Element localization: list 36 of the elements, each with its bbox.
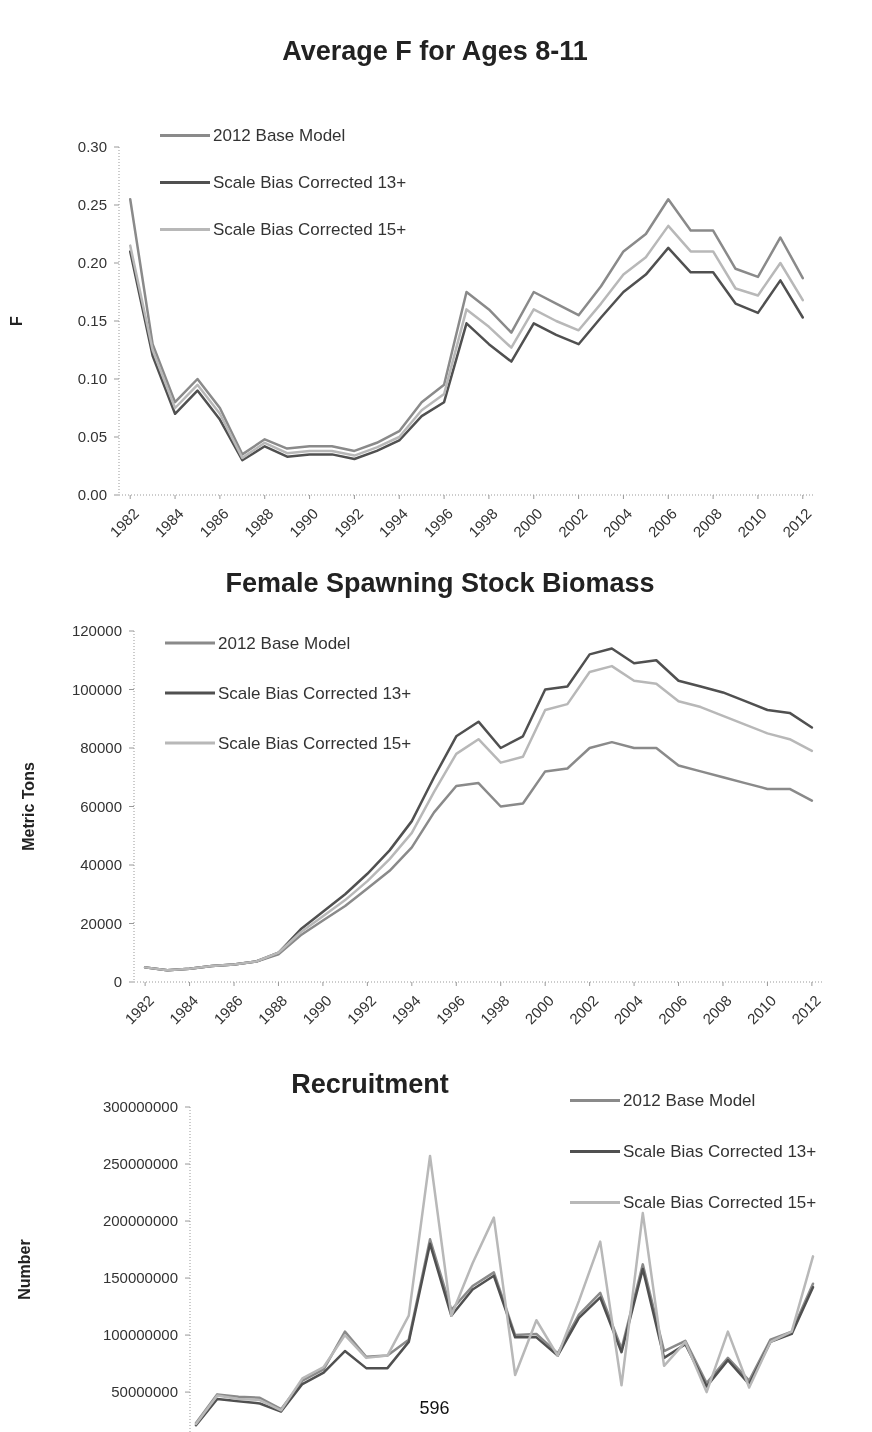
legend-label: Scale Bias Corrected 15+ — [623, 1193, 817, 1213]
y-tick-label: 0.30 — [77, 138, 107, 156]
legend-label: 2012 Base Model — [213, 126, 346, 146]
legend-label: 2012 Base Model — [623, 1091, 756, 1111]
chart-title: Recruitment — [291, 1069, 449, 1099]
chart-title: Female Spawning Stock Biomass — [225, 568, 655, 598]
y-tick-label: 0.15 — [77, 312, 107, 330]
legend-label: Scale Bias Corrected 13+ — [218, 683, 412, 703]
legend-label: 2012 Base Model — [218, 633, 351, 653]
y-axis-title: Metric Tons — [20, 762, 37, 851]
legend-label: Scale Bias Corrected 15+ — [218, 733, 412, 753]
y-tick-label: 0.05 — [77, 428, 107, 446]
legend-label: Scale Bias Corrected 13+ — [623, 1142, 817, 1162]
y-tick-label: 200000000 — [102, 1212, 178, 1230]
y-tick-label: 0.10 — [77, 370, 107, 388]
y-tick-label: 60000 — [80, 797, 122, 815]
y-tick-label: 300000000 — [102, 1098, 178, 1116]
y-tick-label: 100000 — [71, 680, 122, 698]
y-tick-label: 120000 — [71, 622, 122, 640]
y-tick-label: 40000 — [80, 856, 122, 874]
y-tick-label: 150000000 — [102, 1269, 178, 1287]
y-tick-label: 100000000 — [102, 1326, 178, 1344]
legend-label: Scale Bias Corrected 13+ — [213, 173, 407, 193]
legend-label: Scale Bias Corrected 15+ — [213, 220, 407, 240]
y-tick-label: 0.00 — [77, 486, 107, 504]
y-tick-label: 50000000 — [111, 1383, 178, 1401]
y-tick-label: 250000000 — [102, 1155, 178, 1173]
annotation: 596 — [419, 1398, 450, 1418]
y-axis-title: F — [8, 315, 25, 326]
y-tick-label: 80000 — [80, 739, 122, 757]
y-tick-label: 0 — [113, 973, 122, 991]
chart-title: Average F for Ages 8-11 — [282, 36, 588, 66]
y-axis-title: Number — [16, 1239, 33, 1300]
y-tick-label: 20000 — [80, 914, 122, 932]
y-tick-label: 0.25 — [77, 196, 107, 214]
y-tick-label: 0.20 — [77, 254, 107, 272]
